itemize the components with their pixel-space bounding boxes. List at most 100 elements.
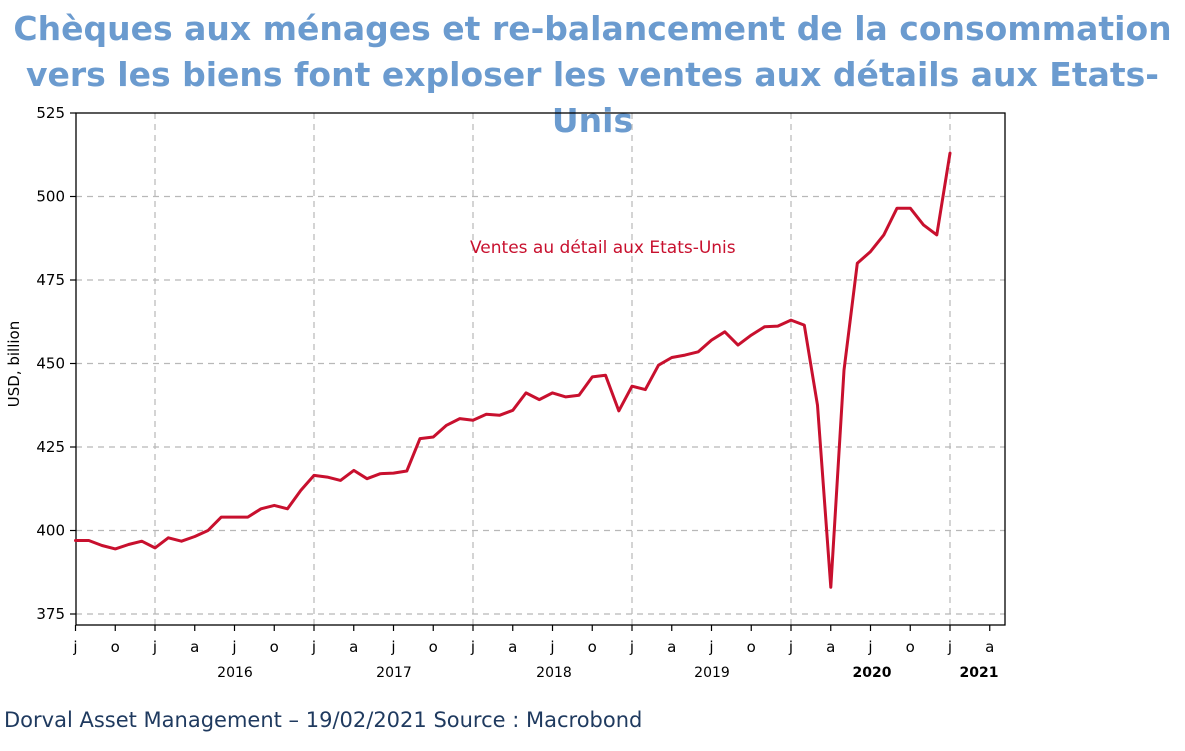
footer-credit: Dorval Asset Management – 19/02/2021 xyxy=(4,708,427,732)
footer: Dorval Asset Management – 19/02/2021 Sou… xyxy=(4,708,642,732)
x-tick-label: a xyxy=(985,638,994,656)
x-tick-label: j xyxy=(390,638,395,656)
data-point xyxy=(763,325,766,328)
series-line xyxy=(74,151,952,589)
grid xyxy=(76,113,1005,625)
x-tick-label: j xyxy=(629,638,634,656)
data-point xyxy=(392,472,395,474)
data-point xyxy=(260,507,262,510)
year-label: 2017 xyxy=(376,665,412,681)
data-point xyxy=(299,489,302,492)
x-tick-label: a xyxy=(667,638,676,656)
data-point xyxy=(604,374,607,377)
chart-title-line-1: Chèques aux ménages et re-balancement de… xyxy=(13,9,1172,48)
chart-title: Chèques aux ménages et re-balancement de… xyxy=(0,6,1185,144)
data-point xyxy=(419,437,421,440)
data-point xyxy=(273,504,276,507)
data-point xyxy=(207,529,209,532)
series-label: Ventes au détail aux Etats-Unis xyxy=(470,238,736,258)
data-point xyxy=(949,152,951,155)
data-point xyxy=(220,516,223,518)
data-point xyxy=(352,469,355,472)
data-point xyxy=(803,324,806,326)
year-label: 2016 xyxy=(217,665,253,681)
data-point xyxy=(472,419,474,422)
year-label: 2019 xyxy=(694,665,730,681)
x-tick-label: j xyxy=(152,638,157,656)
data-point xyxy=(458,417,461,420)
series-layer xyxy=(74,151,952,589)
data-point xyxy=(246,516,249,518)
data-point xyxy=(485,413,488,416)
data-point xyxy=(154,547,156,549)
x-tick-label: a xyxy=(826,638,835,656)
data-point xyxy=(670,356,673,359)
x-tick-label: a xyxy=(349,638,358,656)
data-point xyxy=(657,364,660,367)
x-tick-label: j xyxy=(788,638,793,656)
year-label: 2018 xyxy=(536,665,572,681)
data-point xyxy=(511,409,514,412)
data-point xyxy=(339,479,342,482)
data-point xyxy=(233,516,236,518)
data-point xyxy=(697,350,700,353)
data-point xyxy=(564,396,567,398)
data-point xyxy=(167,536,170,539)
y-tick-label: 450 xyxy=(36,355,65,373)
data-point xyxy=(432,436,435,438)
y-tick-label: 500 xyxy=(36,188,65,206)
x-tick-label: j xyxy=(72,638,77,656)
x-tick-label: o xyxy=(747,638,756,656)
data-point xyxy=(578,394,580,397)
plot-frame xyxy=(75,112,1006,626)
data-point xyxy=(140,540,143,543)
data-point xyxy=(366,477,368,480)
x-tick-label: o xyxy=(429,638,438,656)
data-point xyxy=(193,535,196,538)
year-label: 2021 xyxy=(960,665,999,681)
data-point xyxy=(631,385,633,388)
data-point xyxy=(498,414,501,417)
data-point xyxy=(710,339,713,341)
axes: 375 400 425 450 475 500 525 j o j a j o j a j o j a j o j a j o j… xyxy=(36,104,1006,681)
data-point xyxy=(829,586,832,589)
data-point xyxy=(591,376,594,378)
x-tick-label: o xyxy=(111,638,120,656)
y-tick-label: 425 xyxy=(36,438,65,456)
data-point xyxy=(525,392,527,394)
data-point xyxy=(445,424,448,427)
y-axis-title: USD, billion xyxy=(5,321,23,407)
x-tick-label: j xyxy=(947,638,952,656)
data-point xyxy=(737,344,739,346)
data-point xyxy=(896,207,898,210)
data-point xyxy=(313,474,315,477)
y-tick-label: 525 xyxy=(36,104,65,122)
data-point xyxy=(816,404,819,407)
data-point xyxy=(750,334,753,336)
x-tick-label: o xyxy=(906,638,915,656)
x-tick-label: o xyxy=(270,638,279,656)
data-point xyxy=(856,262,859,265)
x-tick-label: a xyxy=(508,638,517,656)
data-point xyxy=(538,398,541,401)
data-point xyxy=(74,539,77,542)
data-point xyxy=(87,539,90,542)
y-tick-label: 400 xyxy=(36,522,65,540)
year-label: 2020 xyxy=(853,665,892,681)
data-point xyxy=(843,369,845,372)
data-point xyxy=(617,410,620,412)
data-point xyxy=(684,354,686,356)
x-tick-label: j xyxy=(470,638,475,656)
data-point xyxy=(869,250,872,253)
y-tick-label: 475 xyxy=(36,271,65,289)
x-tick-label: o xyxy=(588,638,597,656)
data-point xyxy=(405,470,408,472)
data-point xyxy=(790,319,792,321)
data-point xyxy=(935,234,938,236)
data-point xyxy=(922,224,925,226)
x-tick-label: j xyxy=(867,638,872,656)
x-tick-label: a xyxy=(190,638,199,656)
data-point xyxy=(644,388,647,391)
data-point xyxy=(326,476,329,478)
line-chart: 375 400 425 450 475 500 525 j o j a j o j a j o j a j o j a j o j… xyxy=(5,104,1006,681)
